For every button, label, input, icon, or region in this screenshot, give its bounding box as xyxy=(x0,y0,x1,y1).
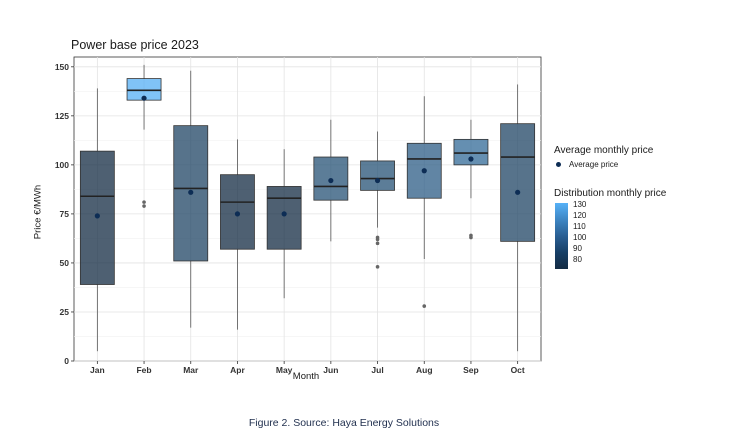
mean-point xyxy=(141,95,147,101)
x-tick-label: Sep xyxy=(463,365,479,375)
mean-point xyxy=(94,213,100,219)
chart-title: Power base price 2023 xyxy=(71,38,199,52)
box-jul xyxy=(360,160,395,191)
mean-point xyxy=(234,211,241,217)
legend-fill-title: Distribution monthly price xyxy=(554,188,667,199)
x-tick-label: Feb xyxy=(136,365,151,375)
colorbar-tick-label: 100 xyxy=(573,233,587,242)
x-tick-label: Mar xyxy=(183,365,199,375)
colorbar xyxy=(555,203,568,269)
x-tick-label: May xyxy=(276,365,293,375)
outlier-point xyxy=(375,241,380,246)
x-tick-label: Apr xyxy=(230,365,245,375)
y-tick-label: 75 xyxy=(60,209,70,219)
plot-panel xyxy=(73,56,542,362)
y-tick-label: 100 xyxy=(55,160,69,170)
x-tick-label: Jul xyxy=(371,365,383,375)
box-oct xyxy=(500,123,536,242)
legend-mean-item: Average price xyxy=(556,160,618,169)
y-tick-label: 0 xyxy=(64,356,69,366)
y-tick-label: 50 xyxy=(60,258,70,268)
outlier-point xyxy=(469,233,473,238)
outlier-point xyxy=(375,265,380,269)
outlier-point xyxy=(142,204,146,208)
legend-mean-label: Average price xyxy=(569,160,619,169)
mean-point xyxy=(281,211,287,217)
figure-caption: Figure 2. Source: Haya Energy Solutions xyxy=(248,417,440,429)
x-tick-label: Aug xyxy=(416,365,433,375)
mean-point xyxy=(468,156,474,162)
colorbar-tick-label: 110 xyxy=(573,222,586,231)
colorbar-tick-label: 80 xyxy=(573,255,582,264)
x-tick-label: Jun xyxy=(323,365,338,375)
x-tick-label: Oct xyxy=(511,365,525,375)
x-tick-label: Jan xyxy=(90,365,105,375)
mean-point xyxy=(515,189,521,195)
colorbar-tick-label: 90 xyxy=(573,244,582,253)
box-may xyxy=(266,186,302,250)
mean-point xyxy=(421,168,427,174)
outlier-point xyxy=(142,200,146,204)
y-tick-label: 150 xyxy=(55,62,69,72)
mean-point xyxy=(374,177,381,184)
x-axis-label: Month xyxy=(292,371,320,382)
y-axis-label: Price €/MWh xyxy=(32,184,44,240)
mean-point xyxy=(188,189,194,195)
outlier-point xyxy=(375,235,380,240)
legend-mean-title: Average monthly price xyxy=(554,145,654,156)
colorbar-tick-label: 130 xyxy=(573,200,587,209)
legend-mean-dot xyxy=(556,162,561,167)
y-tick-label: 25 xyxy=(60,307,70,317)
mean-point xyxy=(328,177,334,184)
colorbar-tick-label: 120 xyxy=(573,211,587,220)
y-tick-label: 125 xyxy=(55,111,69,121)
outlier-point xyxy=(422,304,427,308)
